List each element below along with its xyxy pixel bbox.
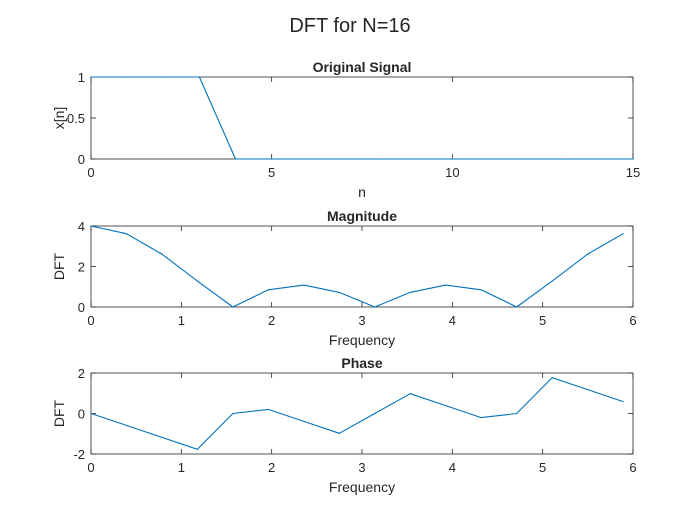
- x-tick-label: 5: [268, 165, 275, 180]
- data-point: [480, 289, 482, 291]
- y-tick-label: 0: [78, 407, 85, 422]
- data-point: [415, 158, 417, 160]
- x-axis-label: Frequency: [329, 479, 395, 495]
- subplot-2: 0 1 2 3 4 5 6 0 2 4 Magnitude Frequency DFT: [51, 208, 637, 348]
- data-point: [303, 420, 305, 422]
- data-point: [622, 233, 624, 235]
- x-tick-label: 2: [268, 313, 275, 328]
- data-point: [409, 291, 411, 294]
- y-tick-label: 1: [78, 70, 85, 85]
- x-tick-label: 4: [449, 313, 456, 328]
- series-line: [91, 76, 633, 160]
- data-point: [551, 377, 553, 379]
- data-point: [90, 225, 92, 227]
- data-point: [234, 158, 237, 160]
- data-point: [516, 412, 518, 415]
- data-point: [267, 408, 269, 411]
- plot-area: [90, 76, 634, 160]
- data-point: [374, 412, 376, 415]
- x-tick-label: 6: [629, 460, 636, 475]
- data-point: [480, 416, 482, 419]
- series-line: [90, 377, 624, 450]
- data-point: [126, 76, 128, 78]
- data-point: [587, 389, 589, 391]
- y-axis-label: DFT: [51, 399, 67, 427]
- y-tick-label: 0.5: [67, 111, 85, 126]
- data-point: [90, 76, 92, 78]
- series-line: [90, 225, 624, 308]
- data-point: [161, 253, 163, 255]
- subplot-title: Phase: [341, 355, 382, 371]
- data-point: [196, 280, 199, 282]
- data-point: [303, 284, 305, 286]
- y-tick-label: 2: [78, 366, 85, 381]
- x-tick-label: 0: [87, 165, 94, 180]
- y-axis-label: x[n]: [51, 107, 67, 130]
- x-tick-label: 3: [358, 313, 365, 328]
- x-axis-label: n: [358, 184, 366, 200]
- y-tick-label: 2: [78, 260, 85, 275]
- data-point: [161, 436, 163, 438]
- x-tick-label: 15: [626, 165, 640, 180]
- data-point: [560, 158, 562, 160]
- data-point: [338, 432, 340, 434]
- data-point: [374, 306, 376, 308]
- y-tick-label: 4: [78, 219, 85, 234]
- data-point: [632, 158, 634, 160]
- data-point: [487, 158, 490, 160]
- data-point: [196, 448, 199, 450]
- x-tick-label: 3: [358, 460, 365, 475]
- data-point: [338, 291, 340, 294]
- data-point: [90, 412, 92, 415]
- figure-title: DFT for N=16: [289, 15, 410, 37]
- data-point: [379, 158, 381, 160]
- x-axis-label: Frequency: [329, 332, 395, 348]
- x-tick-label: 1: [178, 460, 185, 475]
- plot-area: [90, 372, 634, 455]
- x-tick-label: 2: [268, 460, 275, 475]
- x-tick-label: 6: [629, 313, 636, 328]
- data-point: [267, 289, 269, 291]
- data-point: [551, 280, 553, 282]
- data-point: [445, 405, 447, 407]
- data-point: [516, 306, 518, 308]
- data-point: [445, 284, 447, 286]
- data-point: [622, 400, 624, 403]
- x-tick-label: 0: [87, 313, 94, 328]
- y-tick-label: 0: [78, 152, 85, 167]
- data-point: [596, 158, 598, 160]
- x-tick-label: 5: [539, 313, 546, 328]
- data-point: [307, 158, 309, 160]
- data-point: [162, 76, 164, 78]
- data-point: [232, 412, 234, 415]
- subplot-1: 0 5 10 15 0 0.5 1 Original Signal n x[n]: [51, 59, 640, 200]
- data-point: [232, 306, 234, 308]
- x-tick-label: 0: [87, 460, 94, 475]
- data-point: [409, 393, 411, 395]
- data-point: [125, 424, 128, 427]
- data-point: [271, 158, 273, 160]
- x-tick-label: 1: [178, 313, 185, 328]
- data-point: [451, 158, 453, 160]
- data-point: [587, 253, 589, 255]
- subplot-title: Original Signal: [313, 59, 412, 75]
- x-tick-label: 10: [445, 165, 459, 180]
- y-axis-label: DFT: [51, 252, 67, 280]
- x-tick-label: 5: [539, 460, 546, 475]
- data-point: [524, 158, 526, 160]
- data-point: [198, 76, 200, 78]
- plot-area: [90, 225, 634, 308]
- data-point: [125, 233, 128, 235]
- y-tick-label: -2: [73, 447, 85, 462]
- x-tick-label: 4: [449, 460, 456, 475]
- data-point: [343, 158, 345, 160]
- subplot-title: Magnitude: [327, 208, 397, 224]
- y-tick-label: 0: [78, 300, 85, 315]
